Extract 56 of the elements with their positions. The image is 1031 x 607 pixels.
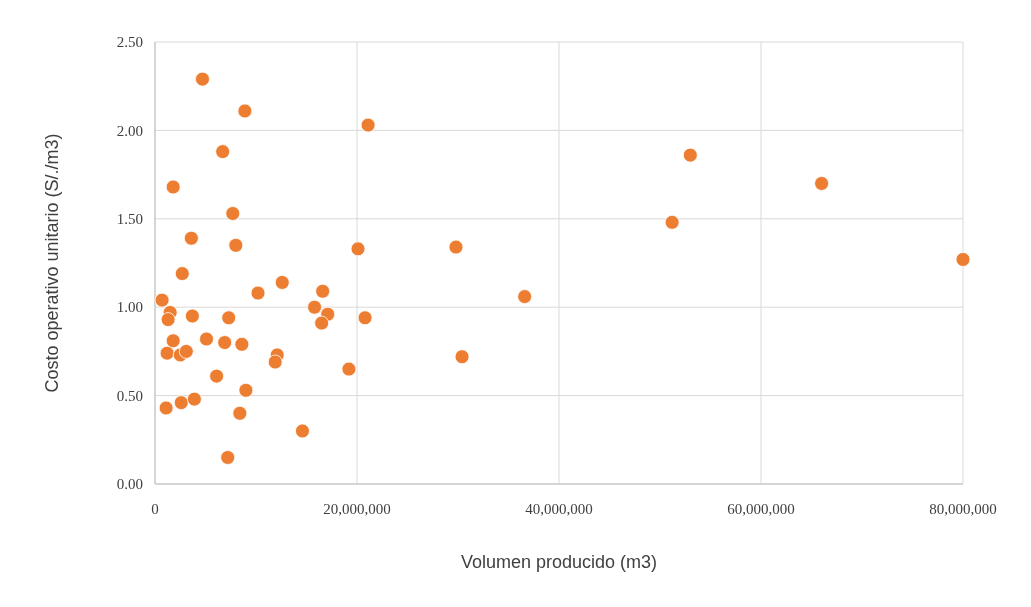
y-axis-title: Costo operativo unitario (S/./m3): [42, 133, 62, 393]
point: [158, 400, 174, 416]
x-tick-label: 60,000,000: [727, 501, 795, 517]
point: [184, 308, 200, 324]
x-tick-label: 40,000,000: [525, 501, 593, 517]
y-tick-label: 1.50: [116, 211, 143, 228]
x-tick-label: 20,000,000: [323, 501, 391, 517]
point: [360, 117, 376, 133]
point: [350, 241, 366, 257]
x-tick-label: 0: [151, 501, 159, 517]
point: [215, 144, 231, 159]
point: [183, 230, 199, 246]
point: [165, 333, 181, 349]
y-tick-label: 0.00: [116, 476, 143, 493]
point: [267, 354, 283, 370]
point: [186, 391, 202, 407]
point: [295, 423, 310, 439]
y-tick-label: 0.50: [116, 387, 143, 404]
point: [307, 299, 322, 315]
point: [159, 345, 175, 361]
point: [209, 368, 225, 384]
point: [314, 315, 330, 331]
point: [160, 312, 176, 327]
point: [228, 237, 244, 253]
point: [682, 147, 698, 163]
point: [454, 349, 470, 365]
y-tick-label: 1.00: [116, 299, 143, 316]
point: [220, 450, 236, 465]
point: [664, 214, 680, 230]
point: [232, 405, 248, 421]
point: [274, 275, 290, 290]
y-tick-label: 2.00: [116, 122, 143, 139]
point: [217, 335, 233, 350]
point: [341, 361, 357, 377]
point: [221, 310, 237, 326]
x-axis-title: Volumen producido (m3): [460, 552, 658, 572]
point: [173, 395, 189, 411]
point: [178, 344, 194, 359]
point: [195, 71, 210, 87]
point: [154, 292, 170, 308]
y-tick-label: 2.50: [116, 34, 143, 51]
point: [234, 336, 250, 352]
point: [199, 331, 214, 347]
point: [955, 252, 971, 267]
point: [814, 176, 829, 191]
point: [165, 179, 181, 195]
point: [174, 266, 190, 281]
point: [357, 310, 373, 326]
point: [517, 289, 533, 304]
point: [315, 283, 331, 299]
point: [238, 382, 254, 398]
x-tick-label: 80,000,000: [929, 501, 997, 517]
point: [237, 103, 253, 119]
point: [250, 285, 266, 301]
point: [448, 239, 464, 255]
point: [225, 206, 241, 221]
